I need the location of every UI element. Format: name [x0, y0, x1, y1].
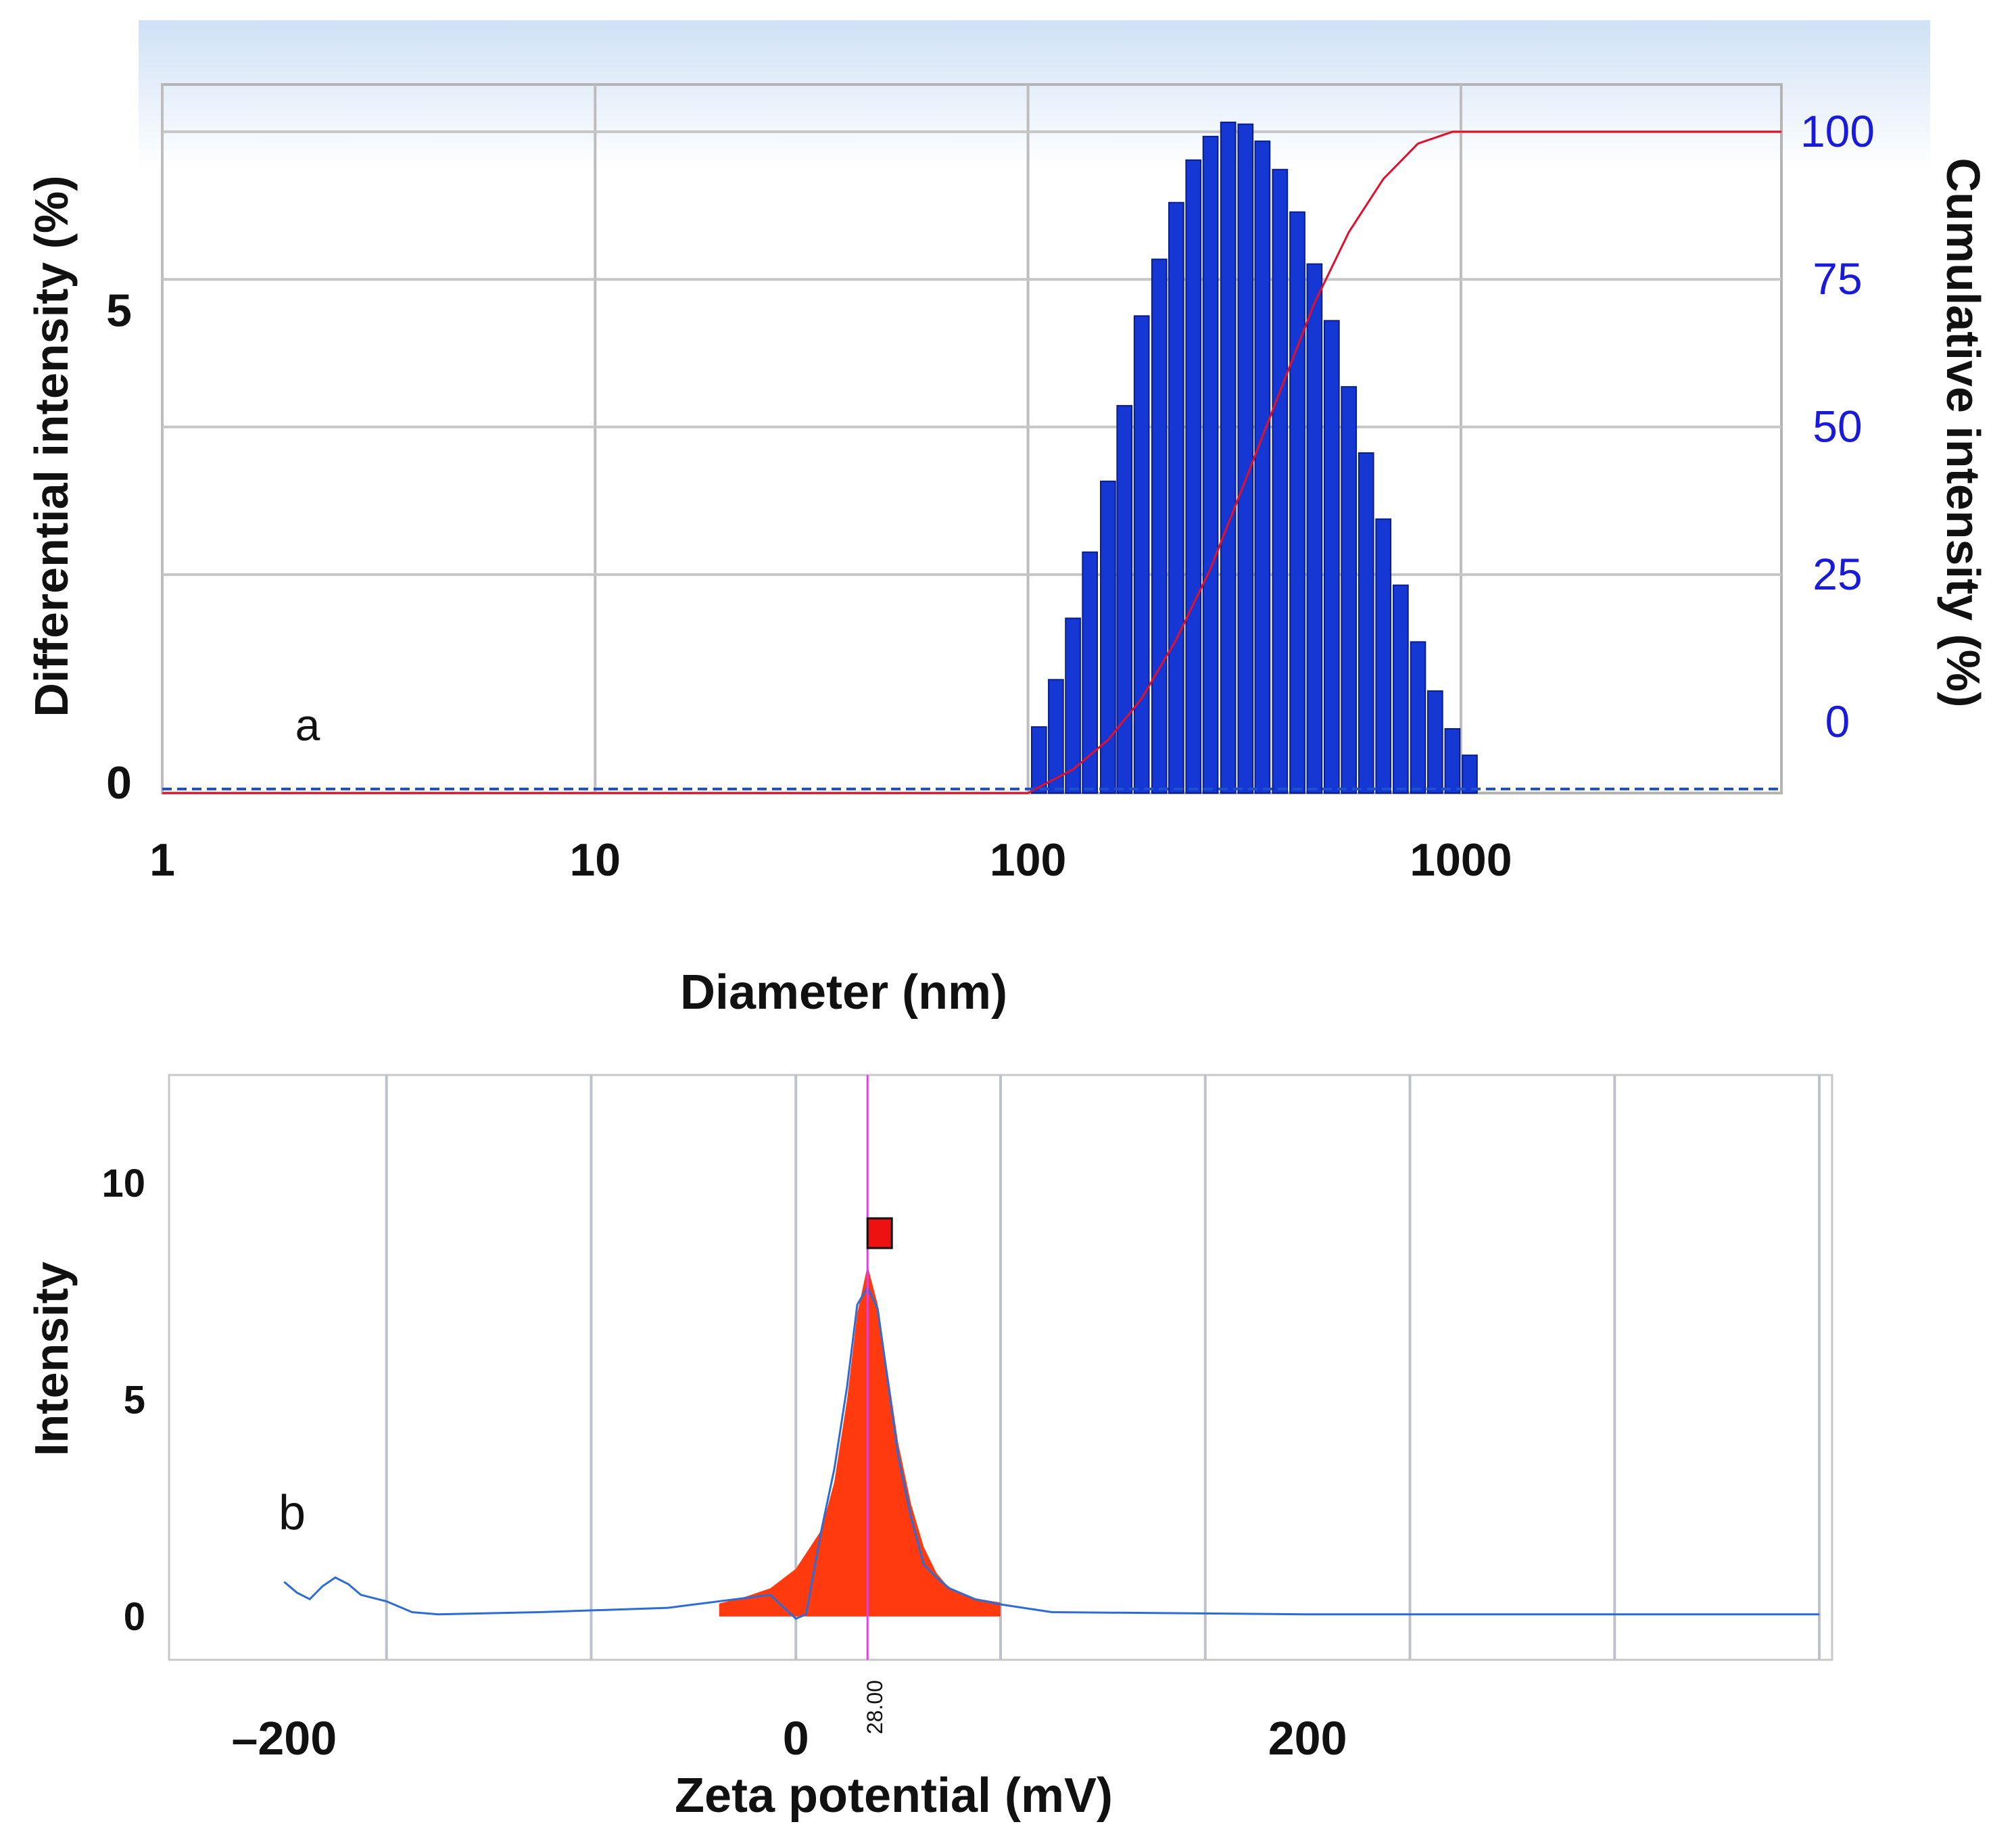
x-ticks-b: –200 0 200 [231, 1712, 1347, 1765]
size-bar [1410, 641, 1426, 794]
x-tick-label-b: 200 [1268, 1712, 1347, 1765]
x-axis-title-a: Diameter (nm) [680, 965, 1007, 1020]
size-bar [1375, 518, 1392, 794]
size-bar [1082, 551, 1099, 794]
y-axis-title-b: Intensity [25, 1262, 78, 1456]
size-bar [1065, 617, 1081, 794]
size-bar [1100, 480, 1116, 794]
size-bar [1323, 320, 1340, 794]
x-tick-label-a: 1000 [1410, 834, 1512, 886]
x-tick-label-a: 1 [149, 834, 175, 886]
size-bar [1444, 727, 1461, 794]
panel-label-b: b [279, 1486, 306, 1540]
bars-a [1030, 121, 1478, 794]
x-tick-label-b: 0 [783, 1712, 809, 1765]
peak-marker-box [866, 1217, 893, 1249]
size-bar [1220, 121, 1237, 794]
y-tick-label-b: 0 [124, 1595, 145, 1639]
x-ticks-a: 1 10 100 1000 [149, 834, 1512, 886]
x-axis-title-b: Zeta potential (mV) [675, 1769, 1113, 1823]
y2-ticks-a: 0 25 50 75 100 [1800, 106, 1875, 746]
y2-tick-label-a: 0 [1825, 696, 1850, 746]
y2-axis-title-a: Cumulative intensity (%) [1937, 158, 1990, 708]
plot-a-background [139, 20, 1930, 169]
size-bar [1358, 452, 1374, 794]
y2-tick-label-a: 75 [1813, 254, 1862, 304]
zeta-peak-area [719, 1265, 1001, 1617]
panel-label-a: a [295, 700, 320, 750]
zeta-potential-line [283, 1285, 1820, 1620]
y-axis-title-a: Differential intensity (%) [25, 175, 78, 717]
size-bar [1133, 315, 1150, 794]
size-bar [1030, 726, 1047, 794]
size-bar [1306, 263, 1323, 794]
x-tick-label-a: 100 [990, 834, 1066, 886]
y2-tick-label-a: 25 [1813, 549, 1862, 599]
x-tick-label-b: –200 [231, 1712, 337, 1765]
cumulative-intensity-line [162, 130, 1781, 794]
y-tick-label-a: 5 [106, 285, 132, 336]
y-tick-label-b: 10 [101, 1162, 145, 1205]
size-bar [1116, 405, 1133, 794]
y-tick-label-a: 0 [106, 757, 132, 809]
size-bar [1272, 168, 1289, 794]
plot-a-frame [161, 83, 1783, 794]
size-bar [1289, 211, 1305, 794]
y2-tick-label-a: 100 [1800, 106, 1875, 156]
size-bar [1048, 679, 1064, 794]
zeta-potential-chart: 28.00 –200 0 200 0 5 10 b Zeta potential (mV… [25, 1074, 1833, 1823]
size-bar [1168, 201, 1184, 794]
size-bar [1185, 159, 1202, 794]
size-bar [1462, 755, 1478, 794]
size-bar [1202, 135, 1219, 794]
y-ticks-b: 0 5 10 [101, 1162, 145, 1639]
grid-a [161, 85, 1781, 793]
y-ticks-a: 05 [106, 285, 132, 809]
y-tick-label-b: 5 [124, 1379, 145, 1422]
y2-tick-label-a: 50 [1813, 402, 1862, 452]
grid-b [385, 1075, 1821, 1660]
size-bar [1151, 258, 1168, 794]
size-bar [1237, 123, 1254, 794]
x-tick-label-a: 10 [569, 834, 621, 886]
size-bar [1254, 140, 1271, 794]
size-bar [1393, 584, 1409, 794]
size-bar [1426, 690, 1443, 794]
peak-value-label: 28.00 [863, 1680, 887, 1734]
size-bar [1341, 386, 1358, 794]
